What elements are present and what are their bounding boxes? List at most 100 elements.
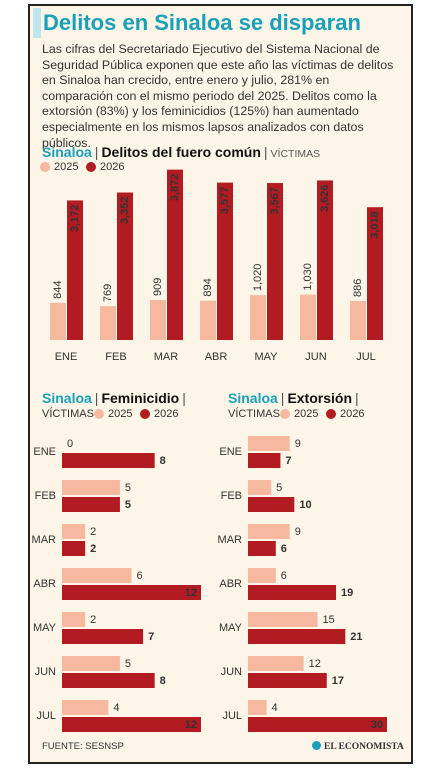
chart-heading: Sinaloa | Delitos del fuero común | VÍCTIMAS [42, 144, 320, 160]
bar [248, 629, 346, 644]
legend-swatch [40, 162, 50, 172]
value-label: 15 [323, 614, 335, 626]
value-label: 12 [185, 719, 197, 731]
value-label: 5 [125, 499, 131, 511]
separator: | [182, 390, 186, 406]
value-label: 10 [299, 499, 311, 511]
source: FUENTE: SESNSP [42, 741, 124, 752]
value-label: 844 [52, 281, 64, 299]
value-label: 17 [332, 675, 344, 687]
legend-label: 2026 [100, 161, 124, 173]
value-label: 8 [160, 455, 166, 467]
bar [62, 673, 155, 688]
chart-heading: Sinaloa | Feminicidio | [42, 390, 189, 406]
value-label: 0 [67, 438, 73, 450]
bar [117, 192, 133, 340]
legend-swatch [280, 409, 290, 419]
logo: EL ECONOMISTA [312, 741, 404, 752]
value-label: 1,020 [252, 264, 264, 292]
bar [62, 612, 86, 627]
y-tick-label: ENE [219, 446, 242, 458]
y-tick-label: MAY [219, 622, 243, 634]
legend-label: 2026 [340, 408, 364, 420]
bar [67, 200, 83, 340]
bar [62, 453, 155, 468]
bar [250, 295, 266, 340]
value-label: 894 [202, 278, 214, 296]
value-label: 3,626 [319, 184, 331, 212]
value-label: 30 [371, 719, 383, 731]
page-title: Delitos en Sinaloa se disparan [33, 8, 363, 38]
legend-swatch [94, 409, 104, 419]
bar [248, 673, 327, 688]
chart-title: Extorsión [287, 390, 353, 406]
bar [62, 497, 120, 512]
value-label: 3,872 [169, 174, 181, 202]
value-label: 19 [341, 587, 353, 599]
unit-label: VÍCTIMAS [42, 407, 94, 420]
value-label: 5 [276, 482, 282, 494]
bar [248, 717, 387, 732]
bar [248, 453, 281, 468]
bar [62, 700, 109, 715]
x-tick-label: JUL [356, 351, 376, 363]
legend-swatch [140, 409, 150, 419]
y-tick-label: FEB [221, 490, 242, 502]
value-label: 12 [309, 658, 321, 670]
value-label: 3,352 [119, 197, 131, 225]
separator: | [94, 144, 99, 160]
y-tick-label: ENE [33, 446, 56, 458]
unit-label: VÍCTIMAS [228, 407, 280, 420]
legend-label: 2025 [54, 161, 78, 173]
y-tick-label: JUL [222, 710, 242, 722]
value-label: 3,567 [269, 187, 281, 215]
region: Sinaloa [228, 390, 278, 406]
bar [217, 182, 233, 340]
y-tick-label: MAR [32, 534, 57, 546]
bar [150, 300, 166, 340]
chart-heading: Sinaloa | Extorsión | [228, 390, 362, 406]
value-label: 12 [185, 587, 197, 599]
bar [62, 568, 132, 583]
bar [100, 306, 116, 340]
value-label: 1,030 [302, 263, 314, 291]
value-label: 9 [295, 438, 301, 450]
value-label: 3,172 [69, 204, 81, 232]
value-label: 5 [125, 658, 131, 670]
value-label: 3,018 [369, 211, 381, 239]
bar [62, 524, 86, 539]
intro-text: Las cifras del Secretariado Ejecutivo de… [42, 42, 394, 150]
value-label: 7 [148, 631, 154, 643]
separator: | [263, 144, 268, 160]
x-tick-label: FEB [105, 351, 126, 363]
legend-label: 2025 [294, 408, 318, 420]
bar [248, 541, 276, 556]
separator: | [280, 390, 285, 406]
legend-swatch [86, 162, 96, 172]
value-label: 2 [90, 614, 96, 626]
region: Sinaloa [42, 144, 92, 160]
unit-label: VÍCTIMAS [270, 148, 321, 160]
bar [248, 524, 290, 539]
y-tick-label: ABR [219, 578, 242, 590]
bar [317, 180, 333, 340]
value-label: 21 [350, 631, 362, 643]
legend-label: 2026 [154, 408, 178, 420]
bar [62, 585, 201, 600]
value-label: 4 [272, 702, 278, 714]
bar [267, 183, 283, 340]
bar [62, 717, 201, 732]
y-tick-label: JUN [221, 666, 242, 678]
logo-text: EL ECONOMISTA [324, 742, 404, 752]
bar [62, 541, 86, 556]
bar [248, 612, 318, 627]
value-label: 9 [295, 526, 301, 538]
legend-label: 2025 [108, 408, 132, 420]
y-tick-label: MAR [218, 534, 243, 546]
bar [367, 207, 383, 340]
chart-title: Feminicidio [101, 390, 180, 406]
value-label: 6 [137, 570, 143, 582]
value-label: 4 [113, 702, 119, 714]
